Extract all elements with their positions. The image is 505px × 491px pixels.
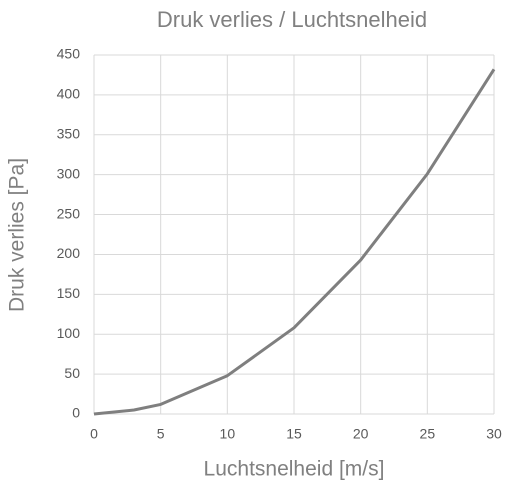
y-tick-label: 400 (57, 86, 81, 102)
x-tick-label: 20 (353, 426, 369, 442)
y-tick-label: 300 (57, 165, 81, 181)
y-tick-label: 50 (64, 365, 80, 381)
y-tick-label: 350 (57, 125, 81, 141)
x-tick-label: 5 (157, 426, 165, 442)
x-tick-label: 25 (420, 426, 436, 442)
x-tick-label: 15 (286, 426, 302, 442)
y-tick-label: 250 (57, 205, 81, 221)
x-tick-label: 30 (486, 426, 502, 442)
x-tick-label: 10 (220, 426, 236, 442)
y-axis-label: Druk verlies [Pa] (6, 158, 29, 312)
y-tick-label: 200 (57, 245, 81, 261)
y-tick-label: 150 (57, 285, 81, 301)
y-tick-label: 450 (57, 46, 81, 62)
y-tick-label: 0 (72, 405, 80, 421)
x-tick-label: 0 (90, 426, 98, 442)
chart-title: Druk verlies / Luchtsnelheid (157, 7, 427, 32)
data-line (93, 68, 496, 416)
x-axis-label: Luchtsnelheid [m/s] (204, 458, 385, 481)
y-tick-label: 100 (57, 325, 81, 341)
